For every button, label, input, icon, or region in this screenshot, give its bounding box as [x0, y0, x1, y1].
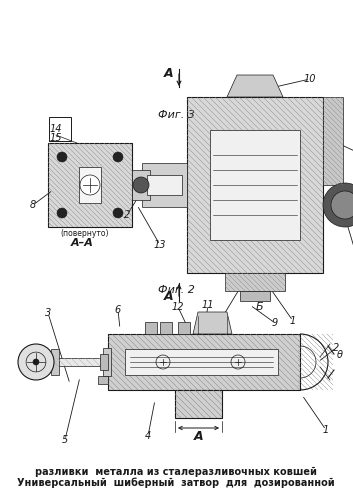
- Text: 4: 4: [145, 431, 151, 441]
- Text: 15: 15: [50, 133, 62, 143]
- Text: 11: 11: [202, 300, 214, 310]
- Bar: [210, 130, 300, 240]
- Circle shape: [33, 359, 39, 365]
- Bar: [48, 143, 132, 227]
- Bar: [147, 175, 182, 195]
- Circle shape: [57, 208, 67, 218]
- Text: 9: 9: [272, 318, 278, 328]
- Circle shape: [133, 177, 149, 193]
- Polygon shape: [227, 75, 283, 97]
- Text: 14: 14: [50, 124, 62, 134]
- Bar: [51, 349, 59, 375]
- Text: разливки  металла из сталеразливочных ковшей: разливки металла из сталеразливочных ков…: [35, 467, 317, 477]
- Text: 2: 2: [333, 343, 339, 353]
- Bar: [160, 322, 172, 334]
- Text: А: А: [194, 430, 203, 443]
- Circle shape: [113, 152, 123, 162]
- Text: 5: 5: [62, 435, 68, 445]
- Bar: [98, 376, 108, 384]
- Text: (повернуто): (повернуто): [61, 230, 109, 239]
- Text: 1: 1: [323, 425, 329, 435]
- Circle shape: [57, 152, 67, 162]
- Bar: [42, 358, 108, 366]
- Text: 7: 7: [217, 316, 223, 326]
- Text: 10: 10: [304, 74, 316, 84]
- Polygon shape: [193, 312, 232, 334]
- Text: 3: 3: [45, 308, 51, 318]
- Bar: [145, 322, 157, 334]
- Circle shape: [331, 191, 353, 219]
- Bar: [132, 170, 150, 200]
- Text: Б: Б: [256, 302, 264, 312]
- Text: А: А: [164, 290, 174, 303]
- Bar: [125, 349, 278, 375]
- Bar: [103, 348, 111, 376]
- Circle shape: [323, 183, 353, 227]
- Text: Фиг. 2: Фиг. 2: [157, 285, 195, 295]
- Circle shape: [18, 344, 54, 380]
- Text: 8: 8: [30, 200, 36, 210]
- Text: 6: 6: [115, 305, 121, 315]
- Text: 12: 12: [172, 302, 184, 312]
- Text: 2: 2: [124, 210, 130, 220]
- Bar: [142, 163, 187, 207]
- Bar: [175, 390, 222, 418]
- Bar: [240, 291, 270, 301]
- Circle shape: [113, 208, 123, 218]
- Bar: [49, 117, 71, 141]
- Circle shape: [80, 175, 100, 195]
- Bar: [178, 322, 190, 334]
- Text: Универсальный  шиберный  затвор  для  дозированной: Универсальный шиберный затвор для дозиро…: [17, 478, 335, 488]
- Bar: [108, 334, 300, 390]
- Bar: [187, 97, 323, 273]
- Text: θ: θ: [337, 350, 343, 360]
- Bar: [79, 167, 101, 203]
- Bar: [100, 354, 108, 370]
- Text: Фиг. 3: Фиг. 3: [157, 110, 195, 120]
- Text: А: А: [164, 67, 174, 80]
- Bar: [323, 97, 343, 185]
- Text: 13: 13: [154, 240, 166, 250]
- Bar: [225, 273, 285, 291]
- Text: А–А: А–А: [71, 238, 94, 248]
- Text: 1: 1: [290, 316, 296, 326]
